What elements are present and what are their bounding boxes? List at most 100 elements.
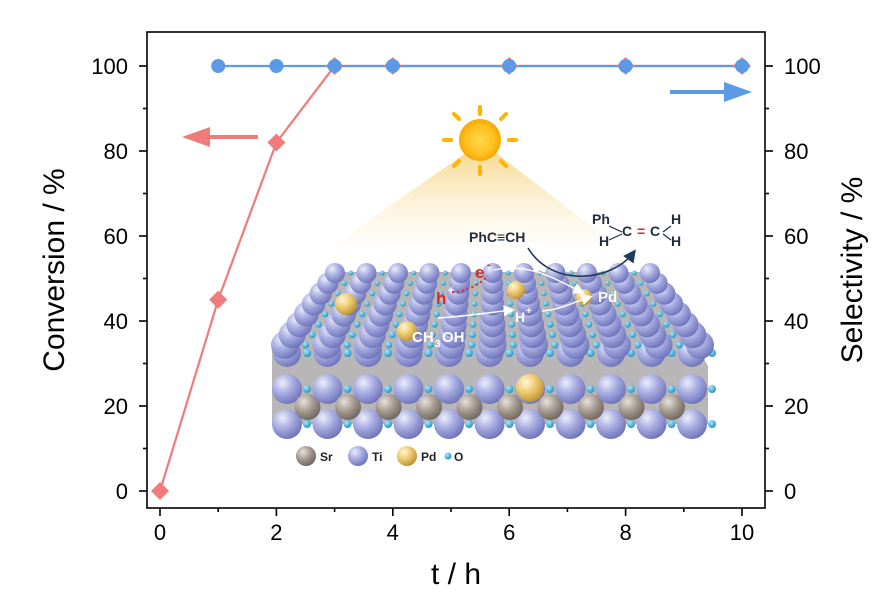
o-atom [638, 280, 644, 286]
svg-text:-: - [487, 259, 491, 271]
sr-atom [335, 394, 361, 420]
y-left-tick-label: 40 [104, 309, 128, 334]
o-atom [354, 321, 361, 328]
ti-atom [474, 409, 505, 439]
pd-atom [507, 281, 525, 299]
o-atom [407, 280, 413, 286]
o-atom [472, 290, 479, 297]
o-atom [505, 349, 514, 357]
light-beam [330, 150, 620, 248]
o-atom [582, 311, 589, 318]
o-atom [605, 280, 611, 286]
y-left-axis-ticks: 0 20 40 60 80 100 [91, 54, 147, 504]
o-atom [424, 420, 433, 428]
o-atom [343, 385, 352, 393]
y-left-tick-label: 20 [104, 394, 128, 419]
o-atom [369, 290, 376, 297]
o-atom [384, 385, 392, 393]
ti-atom [353, 409, 383, 439]
o-atom [629, 331, 637, 339]
legend-swatch [444, 452, 452, 460]
svg-text:+: + [448, 285, 454, 297]
svg-text:C: C [622, 223, 632, 239]
y-right-tick-label: 40 [784, 309, 808, 334]
y-right-tick-label: 60 [784, 224, 808, 249]
o-atom [374, 280, 380, 286]
ti-atom [596, 409, 626, 439]
svg-text:h: h [436, 289, 446, 308]
o-atom [471, 300, 478, 307]
o-atom [442, 270, 448, 276]
o-atom [384, 349, 392, 357]
proton-arrow [437, 305, 515, 319]
y-right-axis-title: Selectivity / % [836, 177, 869, 364]
methanol-label: CH 3 OH [412, 329, 465, 350]
pd-atom [516, 374, 544, 402]
pd-site-label: Pd [598, 289, 617, 306]
ti-atom [555, 409, 586, 439]
o-atom [619, 311, 626, 318]
o-atom [315, 321, 322, 328]
o-atom [568, 270, 574, 276]
pd-atom [397, 321, 417, 341]
ti-atom [272, 409, 302, 439]
o-atom [411, 270, 417, 276]
catalyst-illustration: PhC≡CH Ph H C = C H H e - h + CH 3 OH [271, 105, 716, 466]
o-atom [435, 300, 442, 307]
o-atom [424, 349, 433, 357]
plot-frame [146, 31, 766, 509]
hole-label: h + [436, 285, 454, 308]
o-atom [321, 311, 329, 318]
o-atom [667, 420, 676, 428]
x-tick-label: 6 [503, 520, 515, 545]
o-atom [667, 385, 676, 393]
element-legend: Sr Ti Pd O [296, 446, 463, 466]
ti-atom [482, 263, 503, 283]
svg-text:H: H [515, 309, 525, 325]
legend-swatch [397, 446, 417, 466]
o-atom [592, 341, 600, 349]
sr-atom [375, 394, 402, 420]
legend-label: O [454, 450, 463, 464]
o-atom [465, 420, 473, 428]
legend-label: Sr [320, 450, 333, 464]
ti-atom [577, 263, 597, 283]
x-tick-label: 4 [387, 520, 399, 545]
electron-arrow [493, 267, 585, 294]
ti-atom [545, 263, 566, 283]
conversion-point [209, 290, 228, 309]
o-atom [505, 420, 514, 428]
o-atom [708, 385, 716, 393]
svg-text:e: e [475, 263, 484, 282]
x-tick-label: 8 [619, 520, 631, 545]
reactant-label: PhC≡CH [469, 229, 525, 245]
ti-atom [393, 374, 424, 404]
o-atom [586, 385, 595, 393]
h-transfer-arrow [541, 294, 593, 312]
sr-atom [618, 394, 645, 420]
o-atom [429, 331, 436, 339]
ti-atom [515, 409, 545, 439]
ti-atom [555, 374, 586, 404]
left-axis-arrow-icon [182, 127, 258, 147]
svg-text:3: 3 [435, 339, 441, 350]
sr-atom [659, 394, 685, 420]
selectivity-point [385, 59, 400, 73]
ti-atom [514, 263, 534, 283]
o-atom [675, 341, 683, 349]
o-atom [465, 385, 473, 393]
o-atom [543, 300, 550, 307]
o-atom [403, 290, 410, 297]
ti-atom [388, 263, 408, 283]
svg-text:OH: OH [442, 329, 465, 346]
legend-swatch [348, 446, 368, 466]
o-atom [433, 311, 440, 318]
o-atom [469, 321, 477, 328]
o-atom [545, 311, 552, 318]
ti-atom [272, 374, 302, 404]
o-atom [392, 321, 400, 328]
ti-atom [356, 263, 377, 283]
ti-atom [434, 409, 464, 439]
o-atom [302, 341, 310, 349]
y-right-tick-label: 0 [784, 479, 796, 504]
